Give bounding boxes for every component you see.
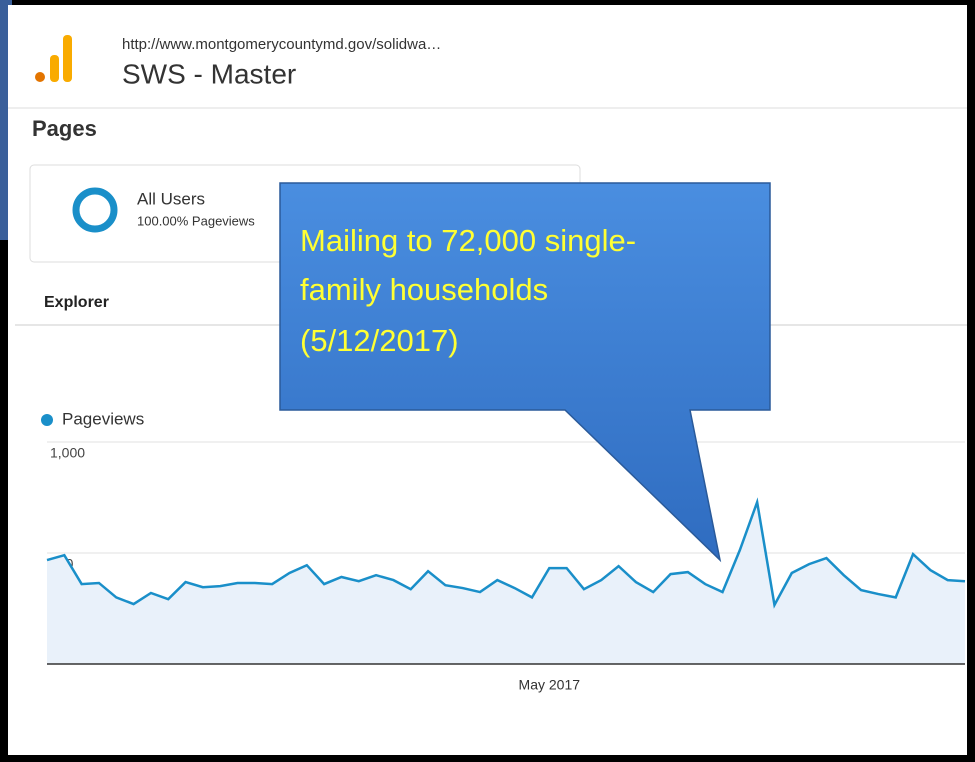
callout-text: (5/12/2017): [300, 323, 459, 358]
screen: http://www.montgomerycountymd.gov/solidw…: [0, 0, 975, 762]
callout-text: Mailing to 72,000 single-: [300, 223, 636, 258]
property-url: http://www.montgomerycountymd.gov/solidw…: [122, 36, 441, 53]
legend-dot: [41, 414, 53, 426]
x-tick-label: May 2017: [519, 677, 581, 693]
tab[interactable]: Explorer: [44, 294, 109, 311]
segment-name: All Users: [137, 189, 205, 208]
logo-bar: [63, 35, 72, 82]
callout-text: family households: [300, 272, 548, 307]
logo-bar: [50, 55, 59, 82]
page-title: Pages: [32, 116, 97, 141]
logo-dot: [35, 72, 45, 82]
segment-detail: 100.00% Pageviews: [137, 213, 255, 228]
y-tick-label: 1,000: [50, 445, 85, 461]
page: http://www.montgomerycountymd.gov/solidw…: [0, 0, 975, 762]
view-title[interactable]: SWS - Master: [122, 58, 296, 89]
legend-label: Pageviews: [62, 409, 144, 428]
